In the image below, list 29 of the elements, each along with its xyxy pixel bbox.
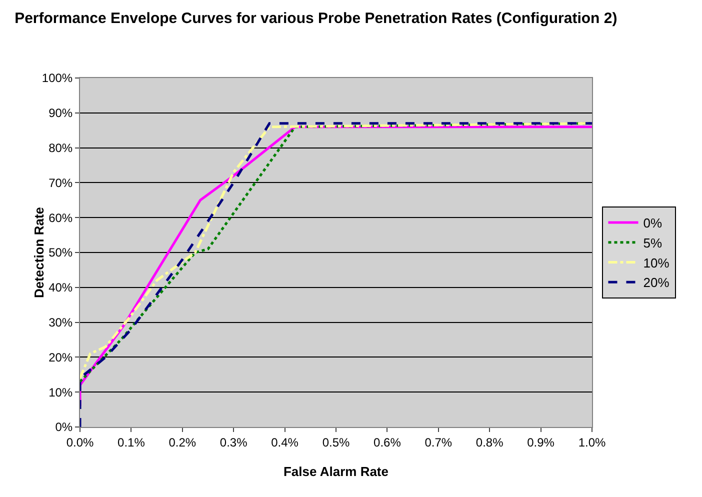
y-tick-label: 90% <box>48 106 73 120</box>
legend-label: 0% <box>643 216 662 231</box>
x-tick-label: 0.8% <box>476 435 504 450</box>
legend-label: 10% <box>643 255 670 270</box>
x-tick-label: 0.0% <box>66 435 94 450</box>
x-tick-label: 0.5% <box>322 435 350 450</box>
y-tick-label: 10% <box>48 385 73 400</box>
x-tick-label: 0.3% <box>220 435 248 450</box>
chart-title: Performance Envelope Curves for various Probe Penetration Rates (Configuration 2) <box>14 10 618 27</box>
y-tick-label: 50% <box>48 246 73 260</box>
y-tick-label: 30% <box>48 316 73 330</box>
x-tick-label: 0.6% <box>374 435 402 450</box>
y-tick-label: 40% <box>48 280 73 295</box>
x-axis-title: False Alarm Rate <box>283 464 389 479</box>
x-tick-label: 0.1% <box>118 435 146 450</box>
y-tick-label: 20% <box>48 350 73 364</box>
x-tick-label: 0.4% <box>271 435 299 450</box>
y-tick-label: 100% <box>42 71 73 86</box>
x-tick-label: 1.0% <box>578 435 606 450</box>
x-tick-label: 0.7% <box>424 435 452 450</box>
y-axis-title: Detection Rate <box>32 206 47 298</box>
y-tick-label: 60% <box>48 210 73 225</box>
y-tick-label: 70% <box>48 176 73 190</box>
y-tick-label: 80% <box>48 141 73 155</box>
legend-label: 20% <box>643 275 670 290</box>
legend-label: 5% <box>643 235 662 250</box>
y-tick-label: 0% <box>55 420 73 434</box>
x-tick-label: 0.9% <box>527 435 555 450</box>
x-tick-label: 0.2% <box>168 435 196 450</box>
